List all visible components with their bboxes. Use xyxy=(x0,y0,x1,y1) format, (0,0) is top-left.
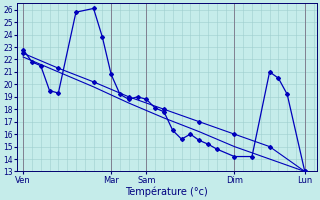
X-axis label: Température (°c): Température (°c) xyxy=(125,186,208,197)
